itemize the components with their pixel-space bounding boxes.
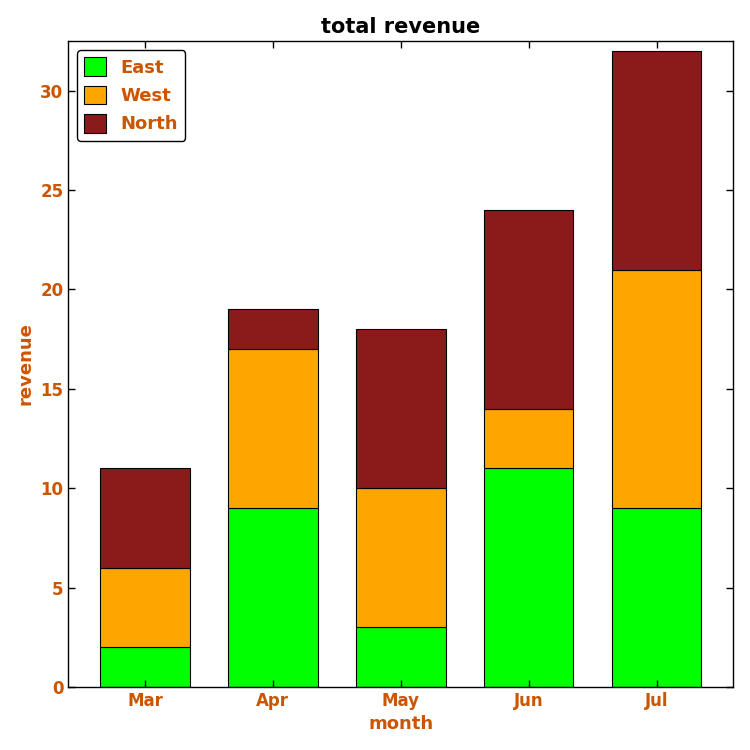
Bar [484, 210, 574, 409]
Bar [228, 349, 318, 508]
Bar [356, 627, 446, 687]
Bar [356, 329, 446, 488]
Bar [612, 508, 701, 687]
Bar [228, 508, 318, 687]
Title: total revenue: total revenue [321, 16, 481, 37]
Bar [484, 468, 574, 687]
Bar [612, 51, 701, 269]
Bar [484, 409, 574, 468]
Legend: East, West, North: East, West, North [77, 50, 185, 140]
Bar [100, 468, 190, 568]
Bar [612, 269, 701, 508]
X-axis label: month: month [368, 716, 434, 734]
Bar [228, 309, 318, 349]
Bar [100, 568, 190, 647]
Bar [356, 488, 446, 627]
Bar [100, 647, 190, 687]
Y-axis label: revenue: revenue [16, 322, 34, 406]
